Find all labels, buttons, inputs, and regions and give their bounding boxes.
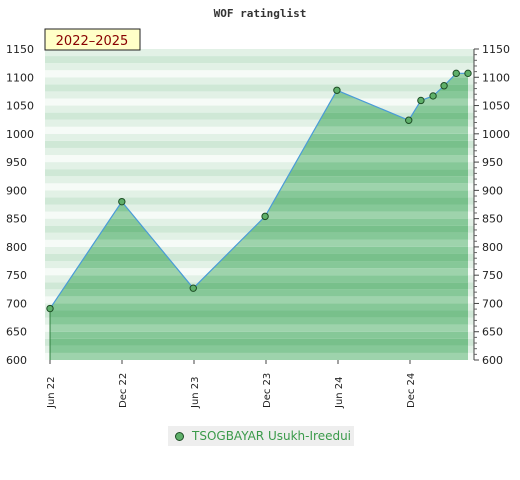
data-point (118, 197, 126, 206)
area-band (50, 317, 468, 325)
y-tick-label-left: 600 (6, 354, 27, 367)
y-tick-label-left: 750 (6, 269, 27, 282)
data-point (333, 86, 341, 94)
area-band (50, 352, 468, 360)
area-band (50, 246, 468, 254)
y-tick-label-right: 850 (482, 213, 503, 226)
y-tick-label-left: 650 (6, 326, 27, 339)
y-tick-label-left: 1100 (6, 71, 34, 84)
x-tick-label: Dec 23 (262, 373, 273, 408)
legend-marker (175, 431, 184, 441)
data-point (405, 116, 413, 124)
data-point (429, 92, 437, 100)
background-band (45, 204, 474, 212)
y-tick-label-left: 800 (6, 241, 27, 254)
background-band (45, 190, 474, 198)
y-tick-label-left: 1000 (6, 128, 34, 141)
y-tick-label-right: 700 (482, 297, 503, 310)
area-band (50, 261, 468, 269)
badge-text: 2022–2025 (56, 34, 129, 49)
area-band (50, 331, 468, 339)
data-point (452, 69, 460, 78)
area-band (50, 225, 468, 233)
y-tick-label-left: 850 (6, 213, 27, 226)
background-band (45, 91, 474, 99)
legend: TSOGBAYAR Usukh-Ireedui (168, 426, 354, 446)
area-band (50, 345, 468, 353)
area-band (50, 268, 468, 276)
background-band (45, 49, 474, 57)
background-band (45, 140, 474, 148)
area-band (50, 310, 468, 318)
y-tick-label-left: 700 (6, 297, 27, 310)
y-tick-label-right: 1050 (482, 100, 510, 113)
background-band (45, 70, 474, 78)
x-tick-label: Jun 23 (190, 376, 201, 409)
area-band (50, 303, 468, 311)
y-tick-label-right: 950 (482, 156, 503, 169)
x-tick-label: Jun 22 (46, 376, 57, 409)
background-band (45, 112, 474, 120)
x-tick-label: Jun 24 (334, 376, 345, 409)
y-tick-label-right: 1100 (482, 71, 510, 84)
y-tick-label-left: 1150 (6, 43, 34, 56)
y-tick-label-right: 1150 (482, 43, 510, 56)
area-band (50, 282, 468, 290)
data-point (440, 82, 448, 90)
data-point (261, 212, 269, 221)
area-band (50, 232, 468, 240)
background-band (45, 126, 474, 134)
period-badge: 2022–2025 (44, 28, 141, 51)
y-tick-label-left: 950 (6, 156, 27, 169)
background-band (45, 176, 474, 184)
background-band (45, 84, 474, 92)
legend-label: TSOGBAYAR Usukh-Ireedui (192, 429, 352, 443)
area-band (50, 239, 468, 247)
background-band (45, 155, 474, 163)
background-band (45, 56, 474, 64)
background-band (45, 183, 474, 191)
data-point (464, 69, 472, 78)
y-tick-label-right: 1000 (482, 128, 510, 141)
background-band (45, 133, 474, 141)
chart-title: WOF ratinglist (214, 7, 307, 20)
y-tick-label-right: 900 (482, 184, 503, 197)
background-band (45, 77, 474, 85)
y-tick-label-right: 800 (482, 241, 503, 254)
background-band (45, 197, 474, 205)
data-point (417, 96, 425, 105)
background-band (45, 119, 474, 127)
x-tick-label: Dec 24 (406, 373, 417, 408)
y-tick-label-right: 600 (482, 354, 503, 367)
area-band (50, 338, 468, 346)
background-band (45, 147, 474, 156)
background-band (45, 162, 474, 170)
y-tick-label-left: 1050 (6, 100, 34, 113)
area-band (50, 324, 468, 332)
area-band (50, 289, 468, 297)
background-band (45, 105, 474, 113)
y-tick-label-right: 650 (482, 326, 503, 339)
data-markers (46, 69, 472, 313)
badge-box (44, 28, 141, 51)
area-band (50, 253, 468, 262)
area-band (50, 296, 468, 304)
data-point (46, 304, 54, 313)
x-tick-label: Dec 22 (118, 373, 129, 408)
y-tick-label-right: 750 (482, 269, 503, 282)
y-tick-label-left: 900 (6, 184, 27, 197)
background-band (45, 169, 474, 177)
data-point (189, 284, 197, 292)
axes: 600 600 650 650 700 700 750 750 800 800 850 850 900 9… (6, 43, 510, 409)
area-band (50, 275, 468, 283)
background-band (45, 211, 474, 219)
background-band (45, 63, 474, 71)
background-band (45, 98, 474, 106)
